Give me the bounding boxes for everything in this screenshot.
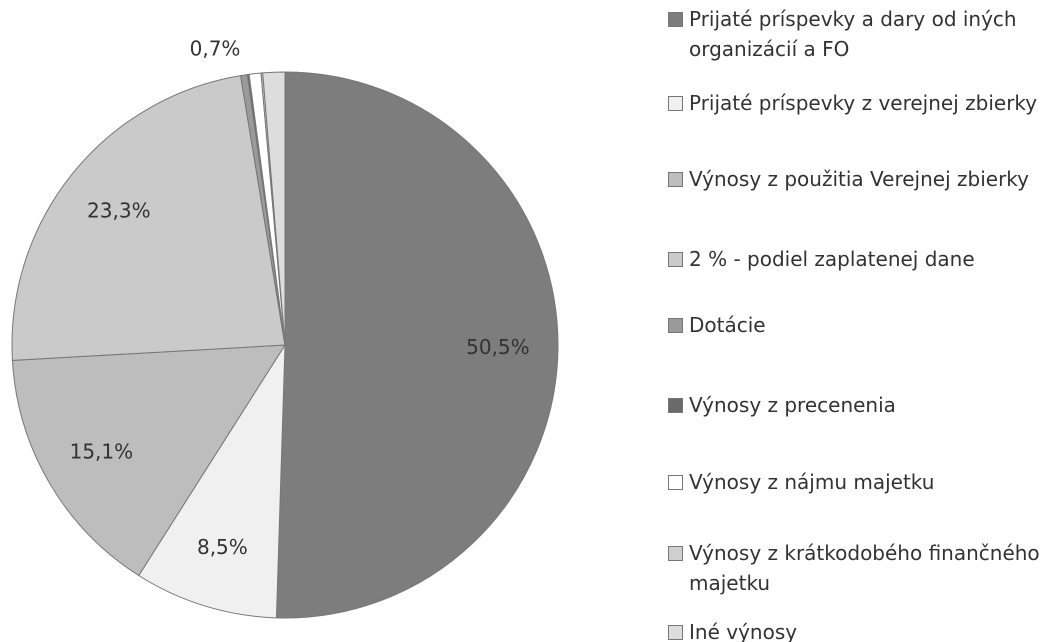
legend-swatch — [668, 172, 683, 187]
legend-item: 2 % - podiel zaplatenej dane — [668, 244, 1048, 274]
legend-swatch — [668, 398, 683, 413]
legend-swatch — [668, 96, 683, 111]
legend-swatch — [668, 546, 683, 561]
pie-slice — [11, 75, 286, 361]
data-label: 23,3% — [87, 198, 151, 222]
data-label: 8,5% — [197, 535, 248, 559]
pie-slice — [138, 343, 286, 619]
pie-slice — [11, 344, 286, 577]
data-label: 0,7% — [190, 37, 241, 61]
data-label: 50,5% — [466, 335, 530, 359]
legend-label: Prijaté príspevky a dary od iných organi… — [689, 7, 1017, 61]
legend-swatch — [668, 318, 683, 333]
chart: 50,5% 8,5% 15,1% 23,3% 0,7% — [11, 37, 559, 619]
legend-swatch — [668, 625, 683, 640]
legend-item: Výnosy z precenenia — [668, 390, 1048, 420]
legend-item: Výnosy z krátkodobého finančného majetku — [668, 538, 1048, 598]
legend-item: Výnosy z nájmu majetku — [668, 467, 1048, 497]
legend-label: Iné výnosy — [689, 620, 798, 642]
legend-label: Výnosy z krátkodobého finančného majetku — [689, 541, 1040, 595]
pie-slice — [262, 71, 286, 346]
legend-swatch — [668, 252, 683, 267]
legend-label: 2 % - podiel zaplatenej dane — [689, 247, 975, 271]
data-label: 15,1% — [70, 439, 134, 463]
legend-swatch — [668, 12, 683, 27]
legend-item: Iné výnosy — [668, 617, 1048, 642]
legend-item: Prijaté príspevky z verejnej zbierky — [668, 88, 1048, 118]
legend-item: Prijaté príspevky a dary od iných organi… — [668, 4, 1048, 64]
legend-label: Prijaté príspevky z verejnej zbierky — [689, 91, 1038, 115]
legend-swatch — [668, 475, 683, 490]
legend-label: Dotácie — [689, 313, 766, 337]
legend-label: Výnosy z použitia Verejnej zbierky — [689, 167, 1029, 191]
legend-label: Výnosy z precenenia — [689, 393, 896, 417]
legend-item: Výnosy z použitia Verejnej zbierky — [668, 164, 1048, 194]
pie-slice — [275, 71, 559, 619]
legend-label: Výnosy z nájmu majetku — [689, 470, 935, 494]
legend-item: Dotácie — [668, 310, 1048, 340]
